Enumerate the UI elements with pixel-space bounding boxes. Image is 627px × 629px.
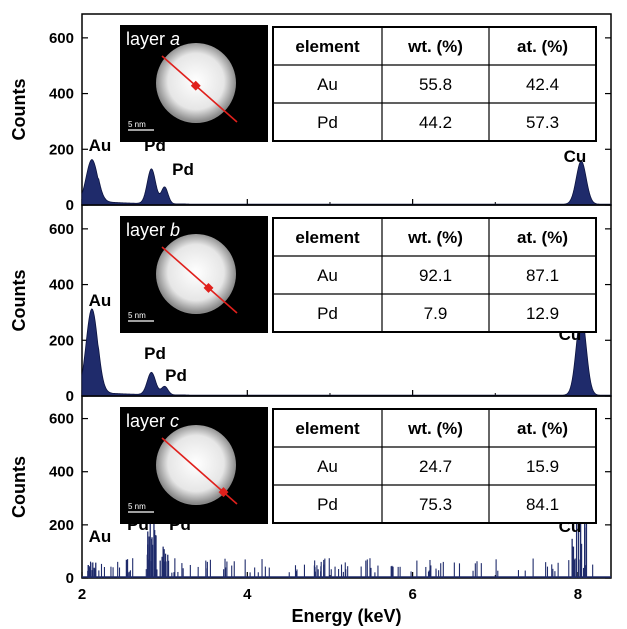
table-header-at: at. (%)	[517, 37, 568, 56]
table-cell: 7.9	[424, 304, 448, 323]
y-axis-title: Counts	[9, 456, 29, 518]
table-header-wt: wt. (%)	[407, 419, 463, 438]
table-header-element: element	[295, 37, 360, 56]
y-tick-label: 0	[66, 388, 74, 405]
axis-ticks: 0 200 400 600	[49, 30, 611, 214]
y-tick-label: 0	[66, 570, 74, 587]
table-cell: 55.8	[419, 75, 452, 94]
y-tick-label: 200	[49, 332, 74, 349]
y-tick-label: 200	[49, 141, 74, 158]
scan-position-marker	[190, 80, 201, 91]
table-cell: Pd	[317, 495, 338, 514]
composition-table: element wt. (%) at. (%) Au 24.7 15.9 Pd …	[272, 408, 597, 524]
y-tick-label: 0	[66, 197, 74, 214]
table-frame	[272, 26, 597, 142]
y-tick-label: 400	[49, 277, 74, 294]
y-axis-title: Counts	[9, 270, 29, 332]
scan-position-marker	[218, 487, 229, 498]
table-cell: 87.1	[526, 266, 559, 285]
composition-table: element wt. (%) at. (%) Au 55.8 42.4 Pd …	[272, 26, 597, 142]
line-scan-marker	[161, 246, 238, 314]
table-header-element: element	[295, 228, 360, 247]
table-cell: Pd	[317, 113, 338, 132]
table-header-element: element	[295, 419, 360, 438]
table-frame	[272, 217, 597, 333]
peak-label-au: Au	[89, 136, 112, 155]
table-cell: Pd	[317, 304, 338, 323]
peak-label-cu: Cu	[564, 147, 587, 166]
table-cell: Au	[317, 266, 338, 285]
table-header-at: at. (%)	[517, 419, 568, 438]
table-cell: 75.3	[419, 495, 452, 514]
table-cell: 84.1	[526, 495, 559, 514]
y-axis-title: Counts	[9, 79, 29, 141]
table-header-wt: wt. (%)	[407, 37, 463, 56]
stem-image-inset: layer a 5 nm	[120, 25, 268, 142]
table-cell: 92.1	[419, 266, 452, 285]
y-tick-label: 200	[49, 517, 74, 534]
x-axis-title: Energy (keV)	[291, 606, 401, 626]
table-frame	[272, 408, 597, 524]
table-cell: Au	[317, 75, 338, 94]
spectrum-panel-a: 0 200 400 600 Au Pd Pd Cu layer a 5 nm element…	[49, 13, 612, 214]
table-cell: 12.9	[526, 304, 559, 323]
table-cell: 24.7	[419, 457, 452, 476]
y-tick-label: 400	[49, 464, 74, 481]
panel-frame	[81, 395, 612, 579]
y-tick-label: 600	[49, 411, 74, 428]
x-tick-label: 6	[408, 586, 416, 603]
spectrum-plot	[81, 159, 612, 206]
composition-table: element wt. (%) at. (%) Au 92.1 87.1 Pd …	[272, 217, 597, 333]
peak-label-pd: Pd	[172, 160, 194, 179]
x-tick-label: 2	[78, 586, 86, 603]
axis-ticks: 0 200 400 600	[49, 411, 611, 587]
spectrum-area	[81, 159, 612, 206]
table-header-wt: wt. (%)	[407, 228, 463, 247]
table-cell: 42.4	[526, 75, 559, 94]
x-tick-label: 8	[574, 586, 582, 603]
stem-image-inset: layer b 5 nm	[120, 216, 268, 333]
peak-label-au: Au	[89, 527, 112, 546]
scan-position-marker	[203, 282, 214, 293]
y-tick-label: 600	[49, 30, 74, 47]
table-cell: 57.3	[526, 113, 559, 132]
peak-label-au: Au	[89, 291, 112, 310]
scale-bar-label: 5 nm	[128, 311, 146, 320]
x-tick-label: 4	[243, 586, 252, 603]
line-scan-marker	[161, 55, 238, 123]
layer-label: layer a	[126, 29, 180, 49]
spectrum-plot	[81, 308, 612, 397]
stem-image-inset: layer c 5 nm	[120, 407, 268, 524]
table-cell: 44.2	[419, 113, 452, 132]
peak-label-pd: Pd	[165, 366, 187, 385]
layer-label: layer b	[126, 220, 180, 240]
y-tick-label: 400	[49, 86, 74, 103]
scale-bar-label: 5 nm	[128, 120, 146, 129]
peak-label-pd: Pd	[144, 344, 166, 363]
spectrum-area	[81, 308, 612, 397]
scale-bar-label: 5 nm	[128, 502, 146, 511]
axis-ticks: 0 200 400 600	[49, 221, 611, 405]
table-header-at: at. (%)	[517, 228, 568, 247]
x-tick-labels: 2 4 6 8	[78, 586, 582, 603]
y-tick-label: 600	[49, 221, 74, 238]
layer-label: layer c	[126, 411, 179, 431]
table-cell: Au	[317, 457, 338, 476]
table-cell: 15.9	[526, 457, 559, 476]
spectrum-plot	[82, 517, 611, 578]
